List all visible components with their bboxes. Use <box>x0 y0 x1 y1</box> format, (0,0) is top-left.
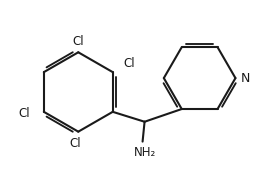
Text: Cl: Cl <box>124 57 135 70</box>
Text: Cl: Cl <box>18 107 30 120</box>
Text: NH₂: NH₂ <box>133 146 156 159</box>
Text: Cl: Cl <box>69 137 81 150</box>
Text: N: N <box>241 72 250 85</box>
Text: Cl: Cl <box>73 35 84 48</box>
